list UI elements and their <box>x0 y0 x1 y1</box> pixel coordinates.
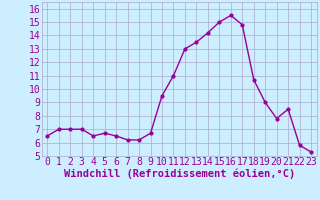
X-axis label: Windchill (Refroidissement éolien,°C): Windchill (Refroidissement éolien,°C) <box>64 169 295 179</box>
